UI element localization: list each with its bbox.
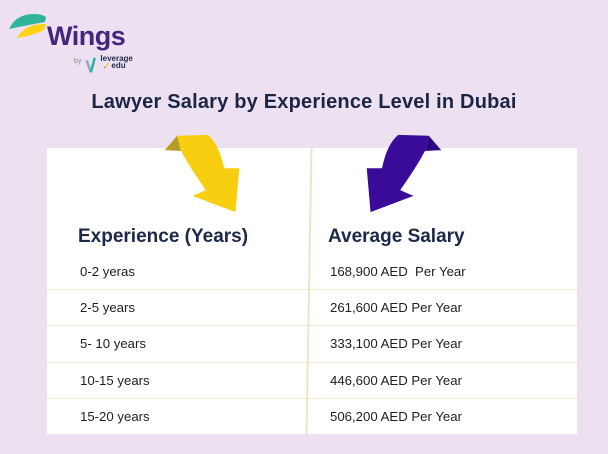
pencil-icon — [104, 62, 110, 69]
experience-cell: 5- 10 years — [80, 336, 146, 352]
table-row: 0-2 yeras 168,900 AED Per Year — [47, 253, 577, 289]
leverage-edu-logo: by leverage edu — [74, 55, 133, 74]
wings-wing-icon — [9, 14, 46, 38]
table-row: 15-20 years 506,200 AED Per Year — [47, 397, 577, 434]
leverage-edu-wordmark: leverage edu — [100, 54, 133, 70]
salary-table: Experience (Years) Average Salary 0-2 ye… — [47, 134, 577, 436]
brand-name: Wings — [47, 21, 126, 51]
experience-cell: 10-15 years — [80, 372, 150, 388]
table-row: 10-15 years 446,600 AED Per Year — [47, 361, 577, 398]
leverage-label: leverage — [100, 54, 133, 63]
column-header-experience: Experience (Years) — [78, 226, 249, 247]
edu-label: edu — [111, 61, 126, 70]
table-header-row: Experience (Years) Average Salary — [47, 148, 577, 253]
experience-cell: 2-5 years — [80, 300, 135, 316]
table-row: 2-5 years 261,600 AED Per Year — [47, 289, 577, 325]
salary-cell: 261,600 AED Per Year — [330, 300, 462, 316]
salary-cell: 506,200 AED Per Year — [330, 408, 462, 424]
leverage-edu-check-icon — [85, 57, 97, 73]
salary-cell: 333,100 AED Per Year — [330, 336, 462, 352]
salary-cell: 446,600 AED Per Year — [330, 372, 462, 388]
page-title: Lawyer Salary by Experience Level in Dub… — [91, 91, 517, 113]
by-label: by — [74, 58, 82, 65]
column-header-average-salary: Average Salary — [328, 226, 465, 247]
experience-cell: 0-2 yeras — [80, 263, 135, 279]
purple-arrow-down-left-icon — [366, 134, 442, 213]
salary-cell: 168,900 AED Per Year — [330, 263, 466, 279]
table-row: 5- 10 years 333,100 AED Per Year — [47, 325, 577, 361]
experience-cell: 15-20 years — [80, 408, 150, 424]
yellow-arrow-down-right-icon — [164, 134, 240, 213]
